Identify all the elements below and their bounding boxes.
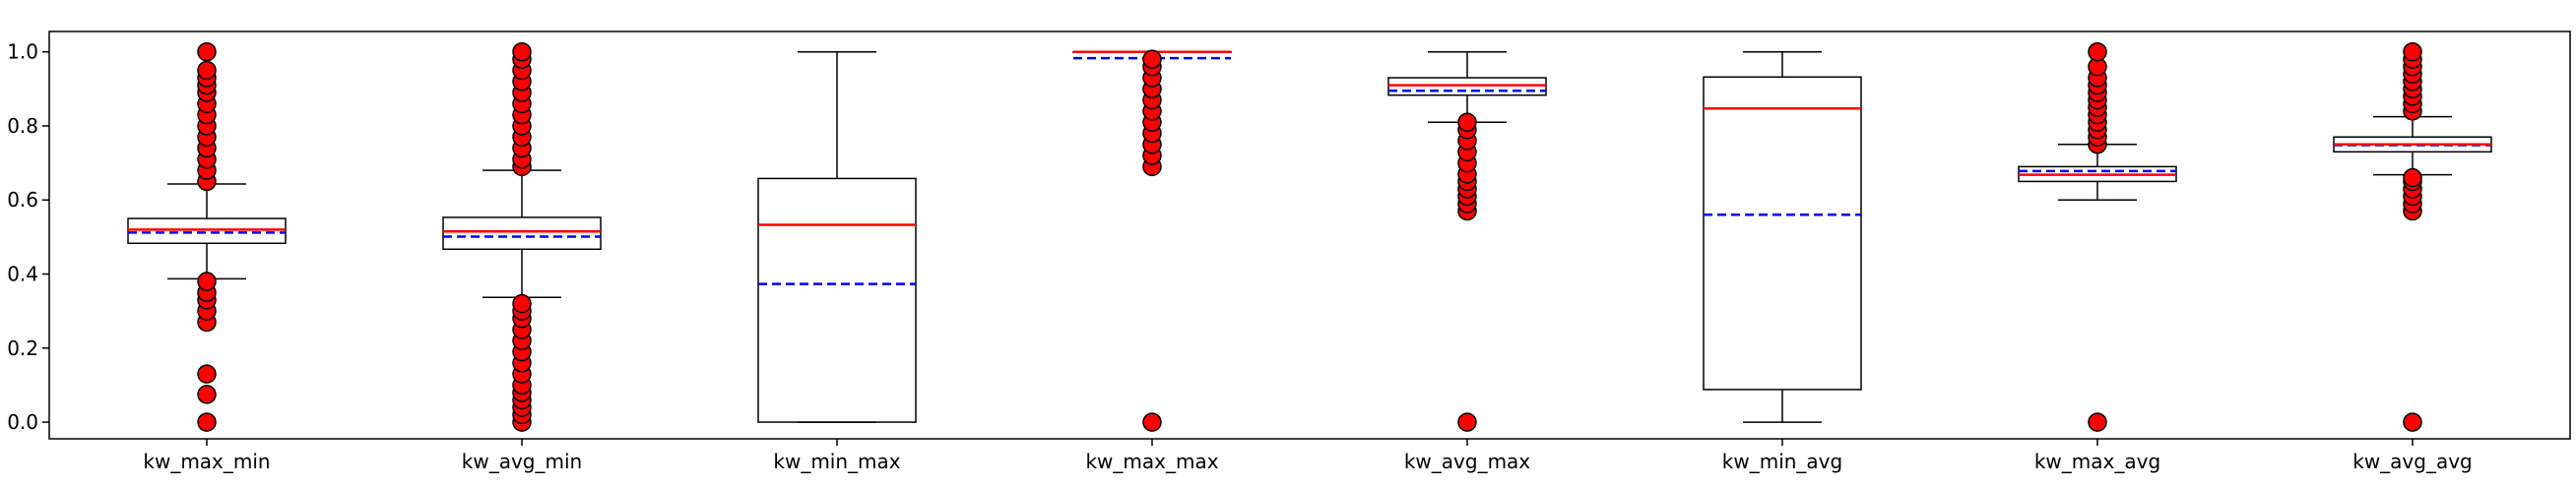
outlier-point [1142, 412, 1162, 432]
outlier-point [2088, 412, 2107, 432]
y-tick-label: 1.0 [7, 40, 38, 64]
box-kw_avg_avg [2333, 41, 2492, 432]
outlier-point [197, 60, 217, 81]
outlier-point [2403, 167, 2422, 188]
outlier-point [1142, 49, 1162, 69]
box-kw_min_avg [1703, 50, 1862, 423]
x-tick-label: kw_avg_max [1404, 450, 1530, 473]
x-axis: kw_max_min kw_avg_min kw_min_max kw_max_max… [143, 439, 2473, 473]
y-tick-label: 0.6 [7, 188, 38, 212]
outlier-point [2088, 41, 2107, 62]
y-tick-label: 0.2 [7, 336, 38, 360]
box-kw_avg_max [1387, 50, 1547, 432]
iqr-box [757, 177, 917, 423]
iqr-box [1703, 76, 1862, 391]
iqr-box [442, 216, 602, 251]
outlier-point [197, 41, 217, 62]
outlier-point [1457, 412, 1477, 432]
box-kw_avg_min [442, 41, 602, 432]
iqr-box [1387, 77, 1547, 96]
iqr-box [127, 217, 287, 245]
outlier-point [197, 272, 217, 291]
box-kw_max_max [1072, 49, 1232, 432]
outlier-point [197, 364, 217, 384]
outlier-point [512, 41, 532, 62]
x-tick-label: kw_max_avg [2034, 450, 2160, 473]
outlier-point [512, 293, 532, 314]
x-tick-label: kw_max_min [143, 450, 270, 473]
outlier-point [2403, 41, 2422, 62]
x-tick-label: kw_min_max [773, 450, 900, 473]
y-axis: 0.0 0.2 0.4 0.6 0.8 1.0 [7, 40, 49, 434]
plot-area-frame [48, 30, 2571, 440]
x-tick-label: kw_min_avg [1722, 450, 1842, 473]
outlier-point [2403, 412, 2422, 432]
y-tick-label: 0.4 [7, 263, 38, 286]
x-tick-label: kw_avg_min [462, 450, 582, 473]
outlier-point [197, 412, 217, 432]
x-tick-label: kw_avg_avg [2352, 450, 2473, 473]
box-kw_max_avg [2018, 41, 2177, 432]
outlier-point [1457, 112, 1477, 132]
outlier-point [197, 385, 217, 404]
box-kw_max_min [127, 41, 287, 432]
y-tick-label: 0.8 [7, 114, 38, 138]
y-tick-label: 0.0 [7, 410, 38, 434]
x-tick-label: kw_max_max [1085, 450, 1218, 473]
boxes-layer [127, 41, 2492, 432]
box-kw_min_max [757, 50, 917, 423]
